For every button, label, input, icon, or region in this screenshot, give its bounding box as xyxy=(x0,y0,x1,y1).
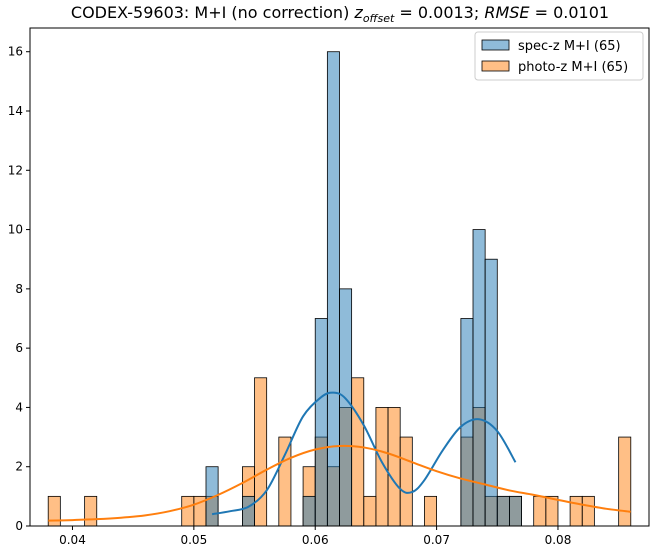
spec-z-bar-2 xyxy=(302,495,316,527)
photo-z-bar-14 xyxy=(375,407,389,527)
x-tick-label: 0.08 xyxy=(545,533,572,547)
y-tick-label: 2 xyxy=(15,460,23,474)
photo-z-bar-16 xyxy=(399,436,413,527)
x-tick-label: 0.06 xyxy=(302,533,329,547)
photo-z-bar-6 xyxy=(254,377,268,527)
title-rmse-val: = 0.0101 xyxy=(530,3,610,22)
spec-z-legend-label: spec-z M+I (65) xyxy=(518,39,621,54)
y-tick-label: 12 xyxy=(8,163,23,177)
title-z-val: = 0.0013; xyxy=(394,3,484,22)
photo-z-bar-1 xyxy=(84,495,98,527)
photo-z-bar-25 xyxy=(569,495,583,527)
photo-z-bar-15 xyxy=(387,407,401,527)
x-tick-label: 0.07 xyxy=(423,533,450,547)
y-tick-label: 8 xyxy=(15,282,23,296)
photo-z-bar-13 xyxy=(363,495,377,527)
photo-z-bar-7 xyxy=(278,436,292,527)
title-prefix: CODEX-59603: M+I (no correction) xyxy=(71,3,355,22)
y-tick-label: 4 xyxy=(15,400,23,414)
photo-z-bar-26 xyxy=(581,495,595,527)
spec-z-kde-line xyxy=(211,391,517,516)
spec-z-bar-5 xyxy=(339,288,353,527)
photo-z-legend-label: photo-z M+I (65) xyxy=(518,60,628,75)
photo-z-bar-12 xyxy=(351,377,365,527)
y-tick-label: 10 xyxy=(8,223,23,237)
axes: 0.04 0.05 0.06 0.07 0.08 0 2 4 6 8 10 12 14 16 xyxy=(8,27,650,547)
spec-z-bars xyxy=(205,51,522,527)
photo-z-legend-swatch xyxy=(481,60,510,72)
legend-box xyxy=(474,31,644,81)
photo-z-kde-line xyxy=(48,444,631,522)
photo-z-bar-27 xyxy=(618,436,632,527)
spec-z-bar-10 xyxy=(509,495,522,527)
y-tick-label: 16 xyxy=(8,45,23,59)
title-z-sub: offset xyxy=(363,12,395,25)
plot-frame xyxy=(29,27,650,527)
chart-title: CODEX-59603: M+I (no correction) zoffset… xyxy=(71,3,609,25)
photo-z-bar-2 xyxy=(181,495,195,527)
spec-z-bar-3 xyxy=(314,318,328,527)
spec-z-bar-4 xyxy=(326,51,340,527)
photo-z-bar-23 xyxy=(533,495,547,527)
photo-z-bar-17 xyxy=(424,495,437,527)
spec-z-bar-9 xyxy=(496,495,510,527)
legend: spec-z M+I (65) photo-z M+I (65) xyxy=(474,31,644,81)
title-rmse-var: RMSE xyxy=(484,3,530,22)
x-tick-label: 0.04 xyxy=(59,533,86,547)
x-tick-label: 0.05 xyxy=(180,533,207,547)
title-z-var: z xyxy=(353,3,363,22)
spec-z-legend-swatch xyxy=(481,39,510,51)
y-tick-label: 0 xyxy=(15,519,23,533)
photo-z-bar-24 xyxy=(545,495,559,527)
kde-lines xyxy=(48,391,631,522)
y-tick-label: 14 xyxy=(8,104,23,118)
y-tick-label: 6 xyxy=(15,341,23,355)
spec-z-bar-1 xyxy=(242,495,255,527)
